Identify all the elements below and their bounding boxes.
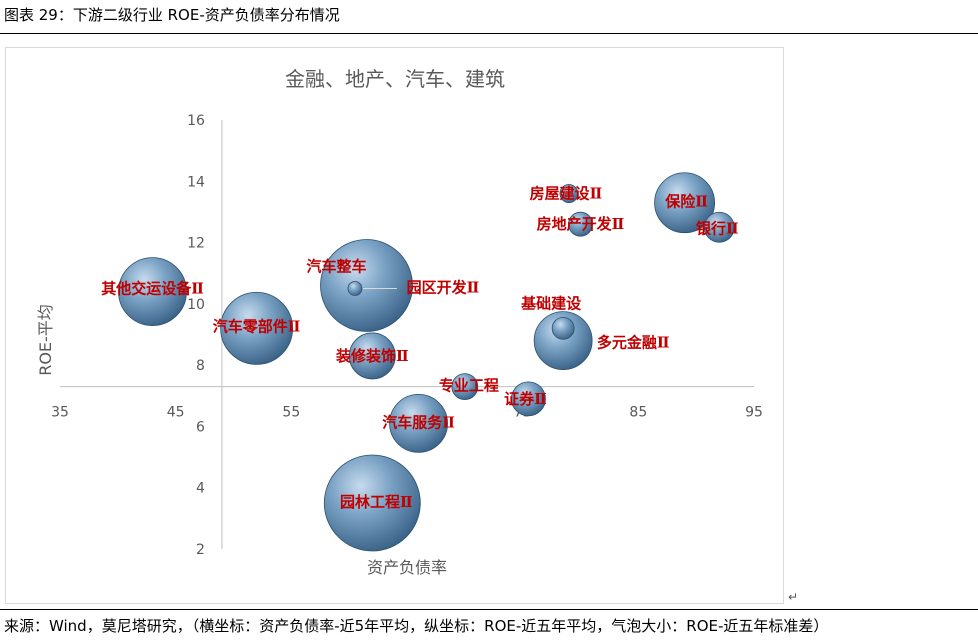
bubble-label: 其他交运设备Ⅱ (101, 280, 204, 298)
bubble-label: 汽车服务Ⅱ (382, 413, 455, 431)
x-axis-label: 资产负债率 (367, 558, 447, 577)
bubble (533, 311, 593, 371)
bubble-label: 房屋建设Ⅱ (530, 185, 603, 203)
y-tick-label: 16 (187, 113, 205, 129)
bubble-label: 保险Ⅱ (664, 193, 708, 211)
bubble-label: 装修装饰Ⅱ (335, 347, 409, 365)
bubble-label: 基础建设 (520, 294, 581, 312)
chart-frame (5, 47, 784, 604)
bubble-label: 园区开发Ⅱ (407, 279, 480, 297)
y-tick-label: 4 (196, 481, 205, 497)
bubble-label: 多元金融Ⅱ (597, 334, 670, 352)
bubble (118, 257, 187, 327)
x-tick-label: 35 (51, 405, 69, 421)
return-mark: ↵ (788, 590, 799, 604)
bubble (320, 239, 413, 332)
y-tick-label: 6 (196, 419, 205, 435)
bubble (348, 332, 396, 380)
bubble-label: 汽车零部件Ⅱ (213, 317, 301, 335)
y-tick-labels: 2 4 6 8 10 12 14 16 (187, 113, 205, 558)
bubble (511, 381, 546, 417)
bubble-label: 专业工程 (439, 377, 499, 395)
x-tick-label: 95 (745, 405, 763, 421)
y-tick-label: 10 (187, 297, 205, 313)
x-tick-label: 45 (167, 405, 185, 421)
bubble-label: 汽车整车 (307, 257, 367, 275)
y-tick-label: 12 (187, 236, 205, 252)
bubble (551, 316, 575, 340)
y-axis-label: ROE-平均 (36, 304, 55, 376)
bubble (220, 291, 294, 365)
bubble-label: 园林工程Ⅱ (340, 493, 413, 511)
x-tick-label: 85 (629, 405, 647, 421)
top-rule (0, 33, 978, 34)
bubble-label: 银行Ⅱ (696, 219, 739, 237)
bubble (347, 281, 363, 296)
figure-title: 图表 29：下游二级行业 ROE-资产负债率分布情况 (4, 6, 340, 24)
bubble (559, 184, 579, 203)
bubble (703, 211, 735, 243)
bubble (568, 211, 593, 237)
bubble-label: 房地产开发Ⅱ (537, 215, 625, 233)
y-tick-label: 8 (196, 358, 205, 374)
y-tick-label: 14 (187, 174, 205, 190)
bubble (451, 373, 479, 400)
bottom-rule (0, 609, 978, 610)
chart-title: 金融、地产、汽车、建筑 (285, 67, 505, 91)
y-tick-label: 2 (196, 542, 205, 558)
bubble-label: 证券Ⅱ (504, 390, 547, 408)
bubble (654, 172, 715, 234)
x-tick-label: 55 (282, 405, 300, 421)
source-note: 来源：Wind，莫尼塔研究，（横坐标：资产负债率-近5年平均，纵坐标：ROE-近… (4, 617, 829, 635)
bubble (323, 454, 421, 552)
bubbles (118, 172, 735, 552)
bubble (389, 393, 448, 453)
